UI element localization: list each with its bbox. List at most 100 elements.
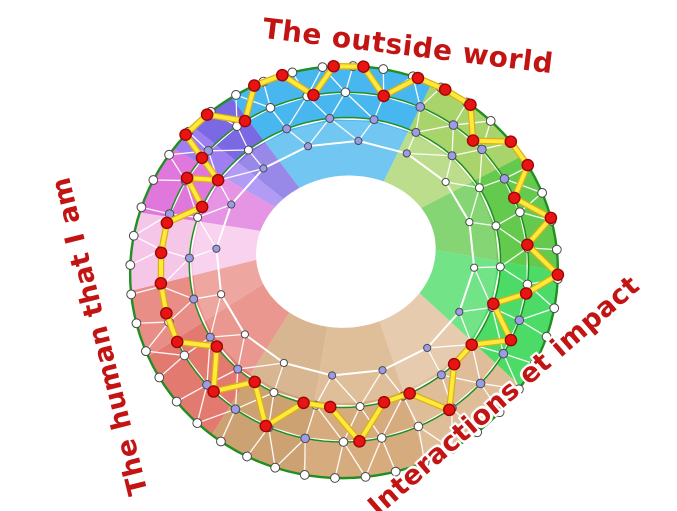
journey-node-red [551,268,565,282]
mesh-edge [145,350,185,357]
mesh-node-white [128,230,139,241]
mesh-node-white [164,149,174,160]
mesh-edge [197,217,217,250]
journey-node-red [353,435,366,448]
mesh-node-purple [189,294,199,304]
mesh-edge [468,187,481,223]
mesh-node-purple [477,144,487,155]
mesh-node-purple [402,149,411,158]
mesh-edge [267,427,276,468]
mesh-edge [381,395,404,439]
journey-node-red [464,98,477,112]
mesh-edge [169,150,209,156]
journey-node-red [487,297,500,311]
mesh-node-white [240,330,249,339]
mesh-node-white [136,202,147,213]
mesh-edge [499,247,529,268]
mesh-node-purple [303,142,313,151]
sector-dark-tan [211,312,328,475]
mesh-node-white [171,396,182,407]
mesh-edge [381,369,404,397]
mesh-edge [220,408,237,442]
mesh-node-white [541,331,552,342]
mesh-edge [158,354,185,378]
journey-node-red [154,246,168,260]
mesh-node-purple [230,404,241,414]
mesh-node-white [216,436,226,447]
mesh-edge [286,128,309,147]
mesh-node-white [355,402,365,412]
mesh-edge [503,353,535,365]
mesh-edge [315,404,344,443]
journey-node-red [377,395,391,409]
mesh-node-white [413,421,424,432]
mesh-edge [459,306,493,313]
mesh-edge [286,95,308,130]
journey-node-red [248,375,262,389]
journey-node-red [210,340,224,353]
mesh-node-white [474,183,484,193]
mesh-node-white [269,387,279,397]
mesh-node-purple [415,102,426,112]
mesh-node-white [126,289,137,300]
journey-node-red [297,396,310,410]
mesh-edge [427,343,472,349]
mesh-node-purple [411,127,421,137]
mesh-node-white [340,87,351,98]
journey-node-red [504,333,518,347]
mesh-node-white [360,471,371,482]
mesh-node-white [179,350,190,361]
mesh-node-white [279,358,288,368]
mesh-node-white [537,187,548,198]
mesh-edge [237,362,284,370]
mesh-node-white [551,244,562,255]
mesh-node-white [514,384,524,395]
mesh-edge [315,375,333,406]
mesh-node-white [470,263,479,272]
mesh-node-white [376,433,387,443]
mesh-edge [415,124,454,134]
mesh-edge [210,333,245,338]
mesh-edge [133,235,162,251]
mesh-edge [451,407,478,433]
mesh-node-purple [325,113,335,123]
journey-node-red [507,191,521,205]
mesh-edge [364,437,383,478]
journey-node-red [238,114,252,128]
mesh-node-purple [354,136,363,145]
mesh-node-white [549,303,560,314]
journey-node-red [357,60,370,73]
journey-node-red [211,173,225,187]
mesh-node-white [494,407,505,418]
journey-node-red [403,387,416,400]
mesh-node-purple [455,307,464,316]
mesh-edge [197,408,236,424]
mesh-edge [445,181,480,189]
journey-node-red [466,134,480,147]
mesh-node-purple [227,200,236,209]
mesh-edge [519,192,543,213]
sector-orchid [139,148,276,231]
mesh-node-purple [233,364,243,374]
mesh-node-purple [423,343,432,353]
journey-node-red [160,306,173,320]
journey-node-red [521,238,534,252]
mesh-edge [189,248,217,259]
mesh-edge [153,179,186,182]
mesh-node-purple [259,164,268,173]
journey-node-red [195,151,209,165]
mesh-edge [417,426,426,463]
mesh-edge [402,395,420,427]
red-nodes-layer [154,59,565,448]
mesh-node-purple [514,315,525,326]
torus-group [125,59,565,483]
mesh-edge [342,441,367,478]
mesh-edge [381,437,397,472]
mesh-edge [209,294,222,338]
mesh-edge [480,382,520,390]
mesh-node-purple [448,120,459,130]
mesh-edge [359,369,384,407]
mesh-node-purple [282,124,292,134]
mesh-edge [504,178,543,194]
